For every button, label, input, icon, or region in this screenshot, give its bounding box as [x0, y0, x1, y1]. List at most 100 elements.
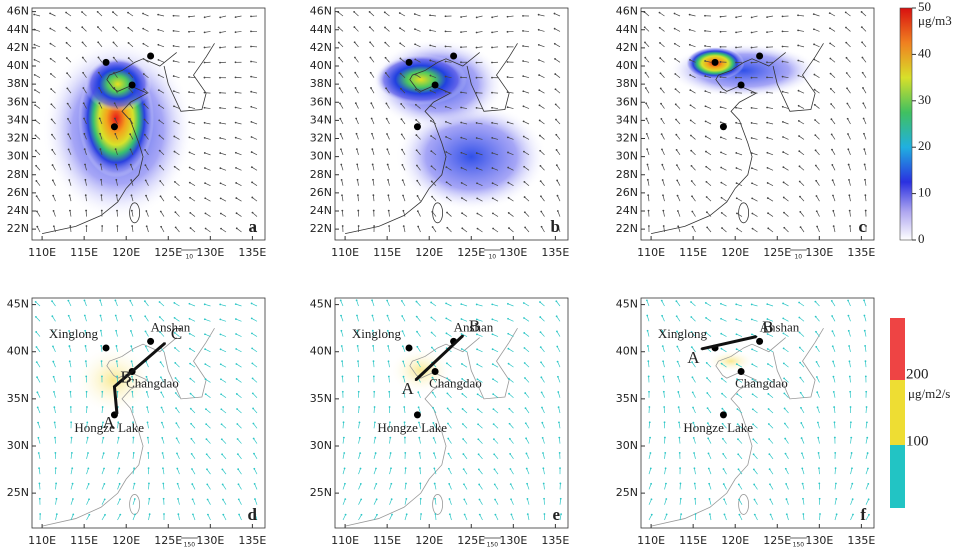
wind-vector — [355, 87, 359, 94]
wind-head — [177, 498, 179, 500]
wind-head — [660, 102, 662, 105]
wind-head — [204, 167, 206, 169]
wind-head — [735, 182, 738, 185]
wind-head — [115, 345, 118, 347]
wind-vector — [784, 438, 789, 444]
wind-head — [798, 165, 801, 168]
wind-vector — [222, 514, 227, 521]
wind-head — [735, 303, 738, 306]
wind-head — [478, 483, 481, 486]
wind-vector — [51, 300, 56, 307]
wind-head — [221, 453, 223, 456]
wind-vector — [35, 165, 41, 171]
wind-vector — [846, 57, 851, 63]
wind-vector — [753, 439, 758, 444]
wind-vector — [34, 104, 41, 109]
wind-vector — [674, 58, 681, 63]
wind-head — [706, 407, 709, 409]
wind-head — [798, 331, 801, 334]
wind-head — [688, 43, 691, 46]
wind-vector — [492, 31, 499, 33]
wind-vector — [663, 226, 665, 233]
wind-vector — [862, 72, 867, 78]
wind-head — [812, 13, 815, 16]
wind-head — [867, 482, 870, 485]
wind-vector — [524, 347, 530, 353]
wind-head — [507, 317, 509, 320]
wind-vector — [783, 151, 789, 156]
wind-head — [251, 377, 254, 380]
wind-vector — [86, 422, 88, 429]
wind-head — [35, 361, 38, 363]
y-tick-label: 40N — [616, 345, 638, 358]
wind-head — [492, 212, 494, 215]
wind-vector — [237, 423, 242, 429]
wind-vector — [221, 423, 227, 429]
wind-head — [782, 151, 785, 153]
colorbar — [899, 7, 913, 241]
wind-head — [84, 329, 87, 332]
wind-vector — [100, 330, 103, 337]
wind-vector — [492, 107, 499, 109]
wind-vector — [751, 31, 758, 33]
wind-head — [145, 391, 148, 393]
wind-head — [65, 26, 68, 29]
wind-head — [220, 378, 222, 381]
wind-head — [650, 498, 653, 501]
wind-vector — [802, 498, 805, 505]
wind-head — [752, 438, 755, 441]
wind-vector — [251, 182, 258, 187]
wind-vector — [222, 499, 227, 505]
wind-head — [797, 44, 800, 47]
wind-vector — [129, 133, 134, 140]
wind-vector — [162, 468, 165, 475]
wind-vector — [51, 134, 56, 140]
wind-head — [558, 436, 561, 439]
wind-vector — [204, 167, 211, 171]
wind-head — [649, 452, 652, 454]
wind-head — [460, 182, 463, 184]
wind-head — [102, 421, 104, 424]
wind-head — [85, 209, 88, 212]
wind-head — [798, 346, 801, 349]
wind-vector — [494, 484, 499, 490]
wind-vector — [798, 105, 805, 109]
wind-head — [205, 453, 208, 456]
wind-head — [818, 467, 820, 470]
wind-vector — [160, 392, 165, 398]
wind-head — [688, 13, 691, 16]
wind-head — [784, 467, 787, 470]
wind-vector — [220, 213, 227, 217]
wind-vector — [706, 332, 712, 337]
wind-head — [736, 378, 738, 381]
wind-head — [722, 483, 725, 485]
wind-head — [847, 299, 849, 302]
transect-point — [115, 412, 118, 415]
wind-vector — [476, 304, 483, 307]
wind-vector — [523, 332, 530, 337]
wind-vector — [86, 468, 89, 475]
wind-head — [781, 60, 784, 63]
wind-head — [677, 406, 680, 409]
wind-head — [831, 148, 833, 151]
wind-head — [540, 376, 543, 379]
wind-head — [220, 393, 223, 396]
wind-vector — [386, 103, 390, 109]
wind-vector — [205, 228, 211, 233]
wind-vector — [689, 44, 696, 48]
wind-head — [100, 194, 103, 197]
wind-vector — [389, 483, 392, 490]
wind-head — [866, 452, 869, 454]
wind-vector — [387, 179, 390, 186]
wind-head — [708, 482, 711, 485]
wind-head — [460, 91, 462, 94]
wind-vector — [251, 106, 258, 109]
transect-point — [755, 335, 758, 338]
wind-head — [847, 148, 850, 151]
wind-head — [541, 421, 544, 424]
wind-head — [117, 421, 120, 424]
wind-vector — [507, 137, 514, 140]
wind-vector — [661, 315, 665, 322]
wind-head — [523, 362, 526, 364]
wind-vector — [447, 438, 452, 444]
